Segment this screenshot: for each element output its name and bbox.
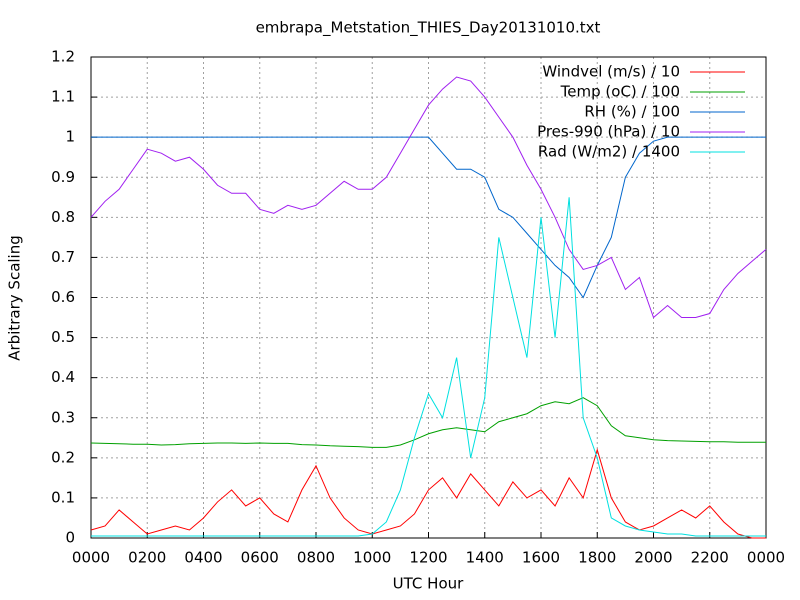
x-tick-label: 2200 xyxy=(691,549,729,567)
y-tick-label: 0.7 xyxy=(51,248,75,266)
plot-frame xyxy=(90,56,767,539)
data-line xyxy=(90,397,766,448)
chart-title: embrapa_Metstation_THIES_Day20131010.txt xyxy=(256,19,601,38)
x-tick-label: 1200 xyxy=(409,549,447,567)
y-tick-label: 0.6 xyxy=(51,288,75,306)
legend-label: Temp (oC) / 100 xyxy=(560,83,680,101)
y-tick-label: 0.9 xyxy=(51,168,75,186)
x-tick-label: 1800 xyxy=(578,549,616,567)
y-tick-label: 1.2 xyxy=(51,48,75,66)
data-line xyxy=(91,197,766,537)
x-tick-label: 0200 xyxy=(128,549,166,567)
x-tick-label: 1000 xyxy=(353,549,391,567)
x-tick-label: 0400 xyxy=(184,549,222,567)
y-tick-label: 1 xyxy=(65,128,75,146)
y-tick-label: 0.3 xyxy=(51,408,75,426)
x-tick-label: 2000 xyxy=(634,549,672,567)
x-tick-label: 0000 xyxy=(747,549,785,567)
data-line xyxy=(90,448,766,539)
y-tick-label: 0 xyxy=(65,529,75,547)
x-tick-label: 0600 xyxy=(241,549,279,567)
y-axis-label: Arbitrary Scaling xyxy=(6,235,24,361)
x-tick-label: 1400 xyxy=(466,549,504,567)
legend-label: Pres-990 (hPa) / 10 xyxy=(537,123,680,141)
y-tick-label: 0.4 xyxy=(51,368,75,386)
x-tick-label: 0800 xyxy=(297,549,335,567)
y-tick-label: 1.1 xyxy=(51,88,75,106)
y-tick-label: 0.8 xyxy=(51,208,75,226)
legend-label: RH (%) / 100 xyxy=(584,103,680,121)
x-tick-label: 1600 xyxy=(522,549,560,567)
x-tick-label: 0000 xyxy=(72,549,110,567)
y-tick-label: 0.2 xyxy=(51,448,75,466)
y-tick-label: 0.5 xyxy=(51,328,75,346)
data-line xyxy=(91,136,766,299)
x-axis-label: UTC Hour xyxy=(393,575,464,593)
data-line xyxy=(90,76,767,319)
legend-label: Rad (W/m2) / 1400 xyxy=(538,143,680,161)
y-tick-label: 0.1 xyxy=(51,488,75,506)
legend-label: Windvel (m/s) / 10 xyxy=(542,63,680,81)
